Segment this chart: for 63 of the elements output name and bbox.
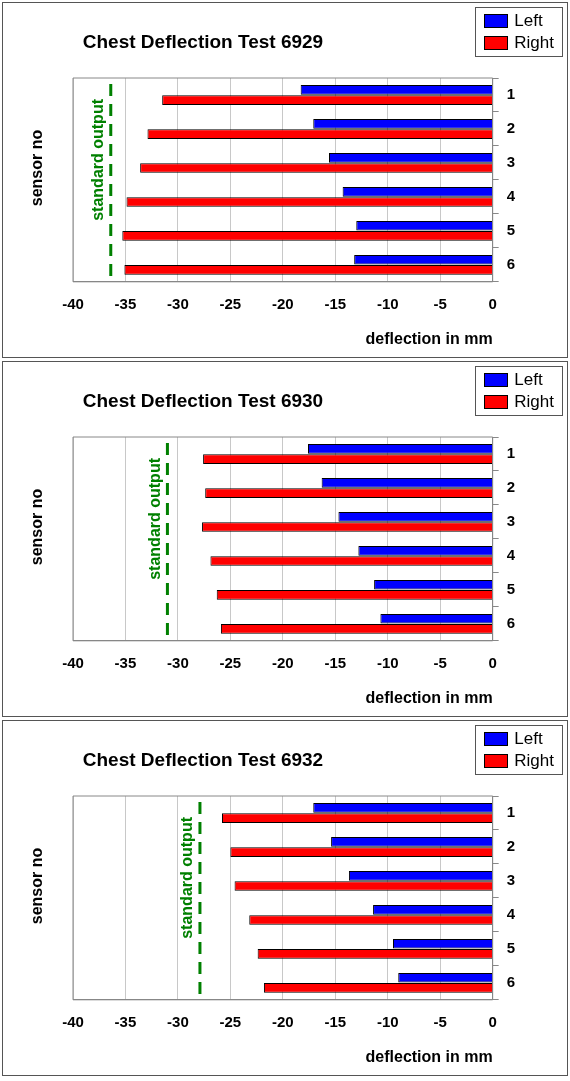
chart-title: Chest Deflection Test 6930	[81, 390, 325, 412]
x-tick-label: -15	[324, 294, 347, 312]
x-tick-label: -30	[167, 1012, 189, 1030]
y-tick-label: 1	[506, 444, 515, 462]
x-tick-label: -35	[114, 294, 137, 312]
x-tick-label: -25	[219, 653, 242, 671]
legend-label: Left	[514, 369, 543, 391]
y-tick-label: 5	[506, 579, 515, 597]
x-tick-label: -20	[271, 294, 294, 312]
x-tick-label: -15	[324, 1012, 347, 1030]
x-tick-label: 0	[488, 653, 497, 671]
x-tick-label: -25	[219, 1012, 242, 1030]
x-tick-label: -25	[219, 294, 242, 312]
y-tick-label: 1	[506, 803, 515, 821]
y-axis-title: sensor no	[28, 129, 46, 207]
ref-line-label: standard output	[145, 457, 163, 580]
x-tick-label: 0	[488, 1012, 497, 1030]
y-tick-label: 6	[506, 972, 515, 990]
y-axis-title: sensor no	[28, 847, 46, 925]
x-tick-label: -35	[114, 653, 137, 671]
legend-label: Right	[514, 750, 554, 772]
x-tick-label: -40	[62, 653, 84, 671]
x-tick-label: -20	[271, 1012, 294, 1030]
x-tick-label: -35	[114, 1012, 137, 1030]
y-tick-label: 2	[506, 837, 515, 855]
y-tick-label: 5	[506, 938, 515, 956]
x-tick-label: -15	[324, 653, 347, 671]
y-tick-label: 5	[506, 220, 515, 238]
x-tick-label: -5	[433, 294, 447, 312]
legend-label: Right	[514, 391, 554, 413]
legend-label: Left	[514, 10, 543, 32]
x-tick-label: -40	[62, 294, 84, 312]
x-tick-label: -40	[62, 1012, 84, 1030]
ref-line-label: standard output	[178, 816, 196, 939]
x-tick-label: -10	[376, 653, 399, 671]
y-tick-label: 4	[506, 905, 516, 923]
chart-title: Chest Deflection Test 6932	[81, 749, 325, 771]
x-tick-label: -10	[376, 294, 399, 312]
y-tick-label: 4	[506, 187, 516, 205]
y-axis-title: sensor no	[28, 488, 46, 566]
x-tick-label: -5	[433, 1012, 447, 1030]
legend-label: Right	[514, 32, 554, 54]
y-tick-label: 6	[506, 613, 515, 631]
x-tick-label: -30	[167, 294, 189, 312]
y-tick-label: 3	[506, 512, 515, 530]
x-tick-label: -10	[376, 1012, 399, 1030]
legend-label: Left	[514, 728, 543, 750]
x-tick-label: 0	[488, 294, 497, 312]
y-tick-label: 2	[506, 119, 515, 137]
x-tick-label: -30	[167, 653, 189, 671]
y-tick-label: 2	[506, 478, 515, 496]
x-axis-title: deflection in mm	[365, 329, 493, 347]
x-axis-title: deflection in mm	[365, 688, 493, 706]
x-tick-label: -20	[271, 653, 294, 671]
x-tick-label: -5	[433, 653, 447, 671]
x-axis-title: deflection in mm	[365, 1047, 493, 1065]
y-tick-label: 3	[506, 871, 515, 889]
y-tick-label: 6	[506, 254, 515, 272]
y-tick-label: 1	[506, 85, 515, 103]
ref-line-label: standard output	[89, 98, 107, 221]
chart-title: Chest Deflection Test 6929	[81, 31, 325, 53]
y-tick-label: 3	[506, 153, 515, 171]
y-tick-label: 4	[506, 546, 516, 564]
